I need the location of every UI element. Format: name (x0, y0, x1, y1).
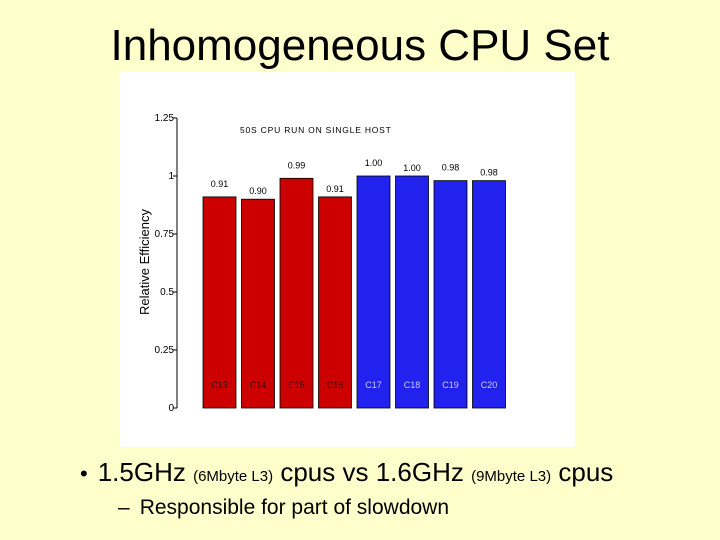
bullet1-cache-2: (9Mbyte L3) (471, 468, 552, 485)
value-labels: 0.91 0.90 0.99 0.91 1.00 1.00 0.98 0.98 (211, 158, 498, 196)
value-label: 1.00 (365, 158, 383, 168)
value-label: 0.99 (288, 160, 306, 170)
bar-c20 (472, 180, 506, 409)
category-label: C20 (481, 380, 498, 390)
chart-annotation: 50S CPU RUN ON SINGLE HOST (240, 125, 392, 135)
bullet-marker: • (80, 461, 88, 486)
y-tick-label: 0.75 (155, 229, 175, 240)
category-label: C13 (211, 380, 228, 390)
sub-bullet-marker: – (118, 496, 130, 519)
bar-c15 (279, 177, 314, 409)
bar-c14 (241, 198, 275, 409)
category-label: C16 (327, 380, 344, 390)
value-label: 0.98 (442, 163, 460, 173)
y-tick-label: 0.25 (155, 345, 175, 356)
bar-c19 (433, 180, 468, 409)
y-ticks: 0 0.25 0.5 0.75 1 1.25 (155, 113, 177, 414)
bullet1-cache-1: (6Mbyte L3) (193, 468, 274, 485)
category-label: C15 (288, 380, 305, 390)
value-label: 0.98 (480, 168, 498, 178)
sub-bullet-text: Responsible for part of slowdown (139, 496, 450, 519)
value-label: 1.00 (403, 163, 421, 173)
bar-c16 (318, 196, 352, 409)
category-label: C17 (365, 380, 382, 390)
category-label: C18 (404, 380, 421, 390)
y-tick-label: 1 (168, 171, 174, 182)
category-label: C19 (442, 380, 459, 390)
bullet-cpu-comparison: • 1.5GHz (6Mbyte L3) cpus vs 1.6GHz (9Mby… (80, 455, 613, 494)
y-tick-label: 0.5 (160, 287, 174, 298)
bullet1-text-3: cpus (551, 457, 614, 487)
bars (202, 175, 506, 409)
bar-c18 (395, 175, 429, 409)
y-tick-label: 1.25 (155, 113, 175, 124)
bar-c13 (202, 196, 237, 409)
y-tick-label: 0 (168, 403, 174, 414)
value-label: 0.91 (326, 184, 344, 194)
chart-panel: 50S CPU RUN ON SINGLE HOST Relative Effi… (120, 72, 575, 447)
bullet1-text-2: cpus vs 1.6GHz (273, 457, 472, 487)
relative-efficiency-bar-chart: 50S CPU RUN ON SINGLE HOST Relative Effi… (137, 113, 506, 414)
slide-title: Inhomogeneous CPU Set (110, 21, 610, 70)
y-axis-label: Relative Efficiency (137, 209, 152, 315)
bar-c17 (356, 175, 391, 409)
sub-bullet-slowdown: – Responsible for part of slowdown (118, 494, 449, 522)
bullet1-text-1: 1.5GHz (97, 457, 194, 487)
value-label: 0.91 (211, 179, 229, 189)
category-label: C14 (250, 380, 267, 390)
category-labels: C13 C14 C15 C16 C17 C18 C19 C20 (211, 380, 497, 390)
value-label: 0.90 (249, 186, 267, 196)
